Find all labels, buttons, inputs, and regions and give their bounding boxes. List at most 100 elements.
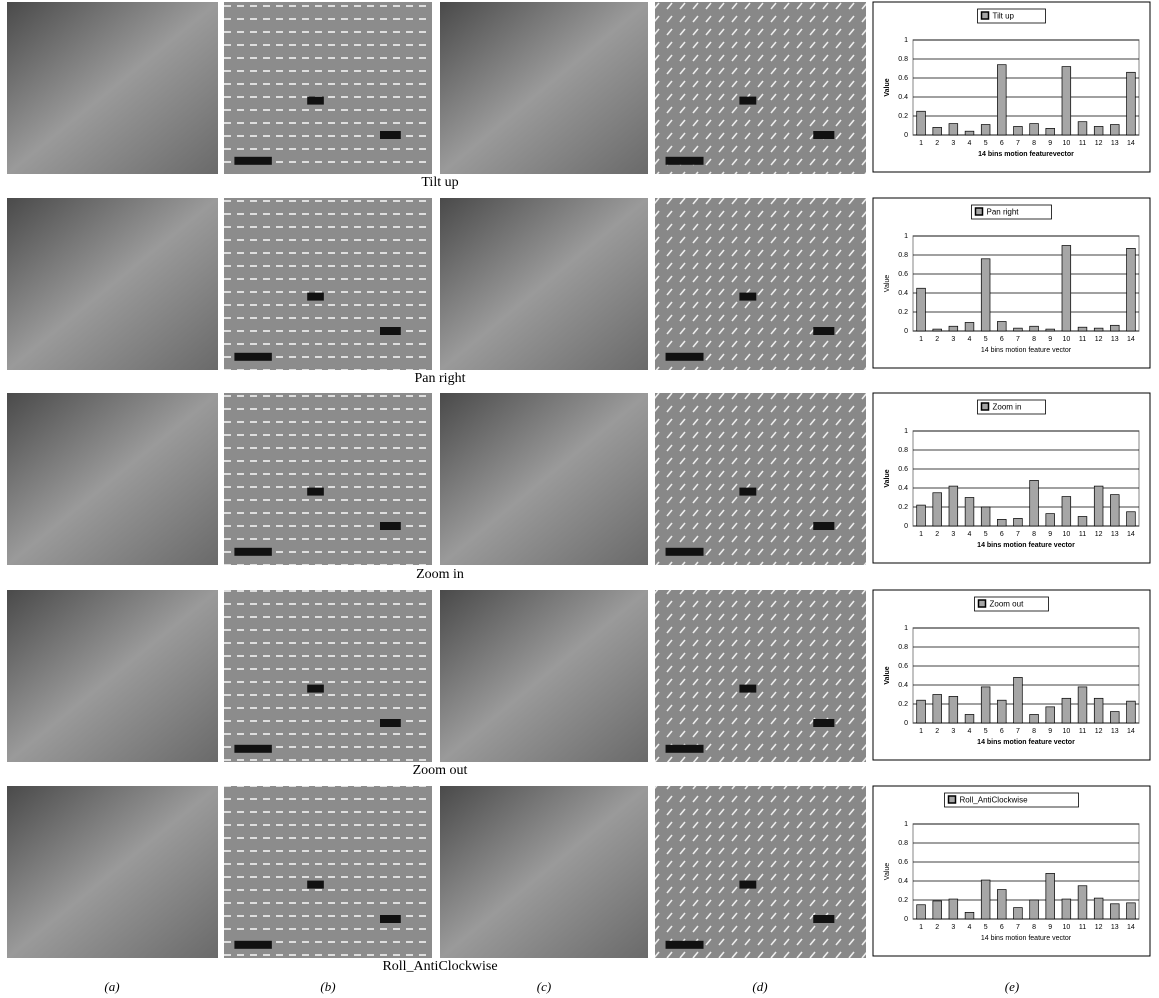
block [307, 881, 324, 889]
block [813, 522, 834, 530]
block [234, 157, 271, 165]
video-frame [7, 198, 218, 370]
motion-field [655, 198, 866, 370]
video-frame [440, 393, 648, 565]
video-frame [440, 590, 648, 762]
block [813, 327, 834, 335]
bar [1062, 497, 1071, 526]
motion-field [655, 590, 866, 762]
row-caption: Pan right [415, 371, 466, 386]
plot-area [913, 40, 1139, 135]
bar [1110, 495, 1119, 526]
x-tick-label: 3 [951, 531, 955, 538]
bar [1094, 328, 1103, 331]
bar [1110, 712, 1119, 723]
x-tick-label: 12 [1095, 924, 1103, 931]
chart: Zoom in00.20.40.60.811234567891011121314… [873, 393, 1150, 563]
x-tick-label: 4 [968, 728, 972, 735]
block [380, 327, 401, 335]
x-tick-label: 14 [1127, 728, 1135, 735]
bar [949, 899, 958, 919]
y-tick-label: 0 [904, 720, 908, 727]
bar [1094, 698, 1103, 723]
bar [997, 519, 1006, 526]
x-tick-label: 4 [968, 140, 972, 147]
y-axis-label: Value [884, 863, 891, 880]
x-tick-label: 13 [1111, 336, 1119, 343]
x-tick-label: 12 [1095, 140, 1103, 147]
bar [1030, 714, 1039, 723]
bar [1110, 904, 1119, 919]
bar [1046, 873, 1055, 919]
x-tick-label: 1 [919, 924, 923, 931]
block [380, 719, 401, 727]
bar [949, 486, 958, 526]
bar [981, 125, 990, 135]
x-tick-label: 7 [1016, 924, 1020, 931]
y-axis-label: Value [884, 666, 891, 684]
x-tick-label: 4 [968, 336, 972, 343]
x-tick-label: 7 [1016, 531, 1020, 538]
block [307, 685, 324, 693]
video-frame [7, 2, 218, 174]
x-tick-label: 6 [1000, 924, 1004, 931]
x-tick-label: 5 [984, 140, 988, 147]
x-axis-label: 14 bins motion feature vector [977, 739, 1075, 746]
column-label: (d) [752, 979, 767, 994]
bar [1127, 512, 1136, 526]
y-tick-label: 0.2 [898, 309, 908, 316]
bar [1078, 122, 1087, 135]
x-tick-label: 2 [935, 140, 939, 147]
video-frame [440, 786, 648, 958]
bar [1094, 486, 1103, 526]
bar [1062, 899, 1071, 919]
x-tick-label: 12 [1095, 531, 1103, 538]
x-tick-label: 1 [919, 531, 923, 538]
bar [933, 127, 942, 135]
x-tick-label: 11 [1079, 140, 1086, 147]
bar [1078, 517, 1087, 527]
block [666, 157, 704, 165]
bar [1030, 326, 1039, 331]
legend-swatch [949, 796, 956, 803]
bar [933, 695, 942, 724]
y-tick-label: 0 [904, 328, 908, 335]
x-tick-label: 10 [1062, 336, 1070, 343]
x-tick-label: 13 [1111, 924, 1119, 931]
block [739, 293, 756, 301]
x-tick-label: 5 [984, 531, 988, 538]
y-tick-label: 0.6 [898, 663, 908, 670]
x-tick-label: 1 [919, 140, 923, 147]
bar [1014, 328, 1023, 331]
block [813, 915, 834, 923]
x-tick-label: 3 [951, 728, 955, 735]
y-tick-label: 0 [904, 916, 908, 923]
y-tick-label: 0.8 [898, 644, 908, 651]
bar [933, 493, 942, 526]
block [307, 293, 324, 301]
y-tick-label: 0.8 [898, 56, 908, 63]
bar [1127, 72, 1136, 135]
video-frame [7, 786, 218, 958]
bar [965, 912, 974, 919]
video-frame [440, 198, 648, 370]
x-tick-label: 9 [1048, 140, 1052, 147]
legend-label: Tilt up [993, 12, 1015, 21]
bar [997, 700, 1006, 723]
bar [1014, 908, 1023, 919]
block [380, 131, 401, 139]
x-axis-label: 14 bins motion feature vector [977, 542, 1075, 549]
bar [949, 696, 958, 723]
x-tick-label: 11 [1079, 531, 1086, 538]
video-frame [440, 2, 648, 174]
x-tick-label: 10 [1062, 140, 1070, 147]
block [234, 548, 271, 556]
x-tick-label: 3 [951, 924, 955, 931]
plot-area [913, 628, 1139, 723]
motion-field [224, 590, 432, 762]
block [666, 745, 704, 753]
y-tick-label: 0.4 [898, 878, 908, 885]
x-tick-label: 9 [1048, 728, 1052, 735]
bar [1030, 480, 1039, 526]
x-tick-label: 10 [1062, 531, 1070, 538]
